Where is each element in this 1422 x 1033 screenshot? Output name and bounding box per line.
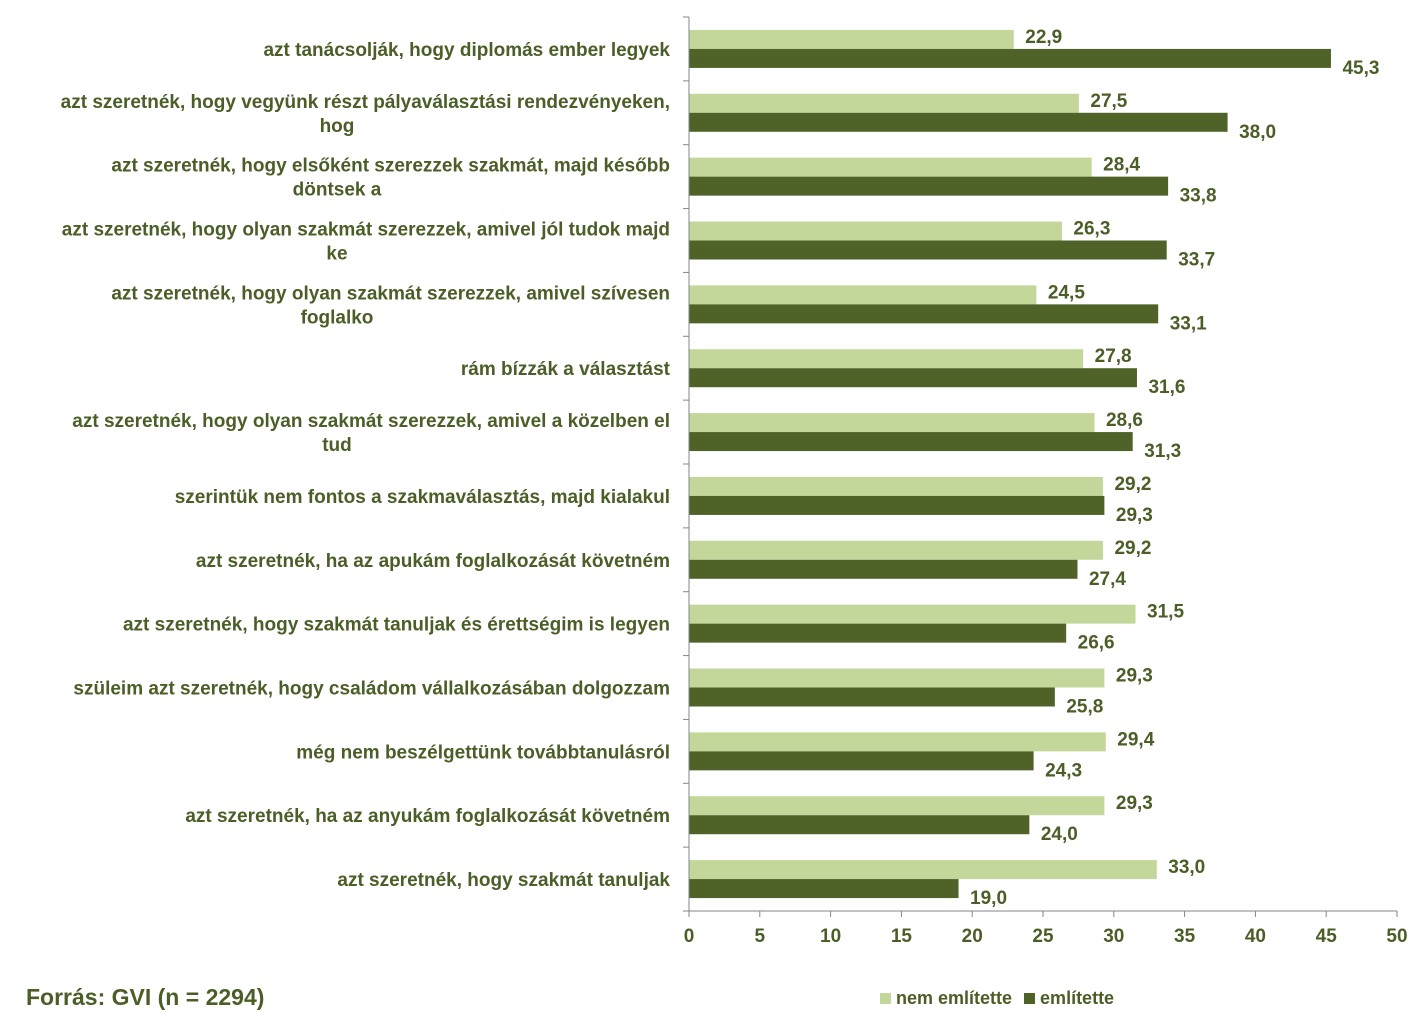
category-label: azt szeretnék, ha az anyukám foglalkozás… (185, 806, 670, 827)
bar-nem-emlitette (689, 604, 1136, 624)
legend-swatch-nem-emlitette (880, 993, 891, 1004)
bar-chart: 0 5 10 15 20 25 30 35 40 45 50 22,9 45,3 azt tanácsol… (61, 16, 1408, 947)
category-label: azt szeretnék, hogy olyan szakmát szerez… (111, 283, 670, 328)
data-label: 24,3 (1045, 760, 1082, 781)
x-tick-label: 35 (1174, 926, 1196, 947)
data-label: 33,8 (1180, 186, 1217, 207)
x-tick-label: 45 (1316, 926, 1338, 947)
data-label: 29,2 (1114, 474, 1151, 495)
data-label: 31,3 (1144, 441, 1181, 462)
data-label: 33,1 (1170, 313, 1207, 334)
category-label: azt szeretnék, hogy olyan szakmát szerez… (72, 411, 670, 456)
bar-emlitette (689, 559, 1078, 579)
bar-emlitette (689, 432, 1133, 452)
x-tick-label: 15 (891, 926, 913, 947)
data-label: 26,3 (1073, 219, 1110, 240)
bar-emlitette (689, 687, 1055, 707)
bar-nem-emlitette (689, 221, 1062, 241)
x-tick-label: 25 (1032, 926, 1054, 947)
x-tick-label: 10 (820, 926, 841, 947)
data-label: 29,4 (1117, 729, 1154, 750)
bar-emlitette (689, 304, 1159, 324)
category-label: azt szeretnék, hogy szakmát tanuljak (337, 870, 670, 891)
data-label: 24,5 (1048, 282, 1085, 303)
data-label: 28,6 (1106, 410, 1143, 431)
category-label: azt szeretnék, ha az apukám foglalkozásá… (196, 551, 670, 572)
x-tick-label: 20 (962, 926, 983, 947)
data-label: 29,2 (1114, 538, 1151, 559)
category-label: azt szeretnék, hogy elsőként szerezzek s… (111, 156, 670, 201)
data-label: 27,8 (1095, 346, 1132, 367)
data-label: 22,9 (1025, 27, 1062, 48)
data-label: 38,0 (1239, 122, 1276, 143)
x-tick-label: 30 (1103, 926, 1124, 947)
data-label: 31,6 (1148, 377, 1185, 398)
labels: 0 5 10 15 20 25 30 35 40 45 50 22,9 45,3 azt tanácsol… (61, 27, 1408, 947)
bar-nem-emlitette (689, 349, 1084, 369)
data-label: 33,7 (1178, 250, 1215, 271)
data-label: 25,8 (1066, 697, 1103, 718)
category-label: szerintük nem fontos a szakmaválasztás, … (175, 487, 670, 508)
legend: nem említette említette (880, 988, 1126, 1009)
category-label: azt szeretnék, hogy vegyünk részt pályav… (61, 92, 670, 137)
bar-emlitette (689, 879, 959, 899)
bar-nem-emlitette (689, 860, 1157, 880)
legend-item-emlitette: említette (1024, 988, 1114, 1009)
x-tick-label: 40 (1245, 926, 1266, 947)
category-label: még nem beszélgettünk továbbtanulásról (296, 742, 670, 763)
bar-nem-emlitette (689, 540, 1103, 560)
data-label: 19,0 (970, 888, 1007, 909)
bar-nem-emlitette (689, 476, 1103, 496)
bar-emlitette (689, 815, 1030, 835)
data-label: 45,3 (1342, 58, 1379, 79)
bar-nem-emlitette (689, 668, 1105, 688)
data-label: 28,4 (1103, 155, 1140, 176)
x-tick-label: 5 (755, 926, 766, 947)
bar-emlitette (689, 112, 1228, 132)
bar-emlitette (689, 48, 1331, 68)
bar-emlitette (689, 495, 1105, 515)
legend-label-nem-emlitette: nem említette (896, 988, 1013, 1008)
bar-emlitette (689, 751, 1034, 771)
bar-nem-emlitette (689, 732, 1106, 752)
data-label: 27,4 (1089, 569, 1126, 590)
source-note: Forrás: GVI (n = 2294) (26, 984, 265, 1010)
bar-nem-emlitette (689, 285, 1037, 305)
data-label: 24,0 (1041, 824, 1078, 845)
x-tick-label: 50 (1386, 926, 1407, 947)
data-label: 29,3 (1116, 666, 1153, 687)
bar-emlitette (689, 623, 1067, 643)
data-label: 27,5 (1090, 91, 1127, 112)
bar-nem-emlitette (689, 93, 1079, 113)
category-label: szüleim azt szeretnék, hogy családom vál… (73, 679, 670, 700)
data-label: 31,5 (1147, 602, 1184, 623)
x-tick-label: 0 (684, 926, 695, 947)
axes (683, 16, 1398, 917)
data-label: 33,0 (1168, 857, 1205, 878)
data-label: 29,3 (1116, 793, 1153, 814)
bars (689, 29, 1331, 899)
legend-swatch-emlitette (1024, 993, 1036, 1004)
bar-emlitette (689, 176, 1169, 196)
legend-label-emlitette: említette (1040, 988, 1115, 1008)
data-label: 26,6 (1078, 633, 1115, 654)
bar-emlitette (689, 240, 1167, 260)
data-label: 29,3 (1116, 505, 1153, 526)
category-label: azt szeretnék, hogy olyan szakmát szerez… (62, 220, 670, 265)
legend-item-nem-emlitette: nem említette (880, 988, 1012, 1009)
bar-nem-emlitette (689, 157, 1092, 177)
category-label: azt tanácsolják, hogy diplomás ember leg… (263, 40, 670, 61)
bar-nem-emlitette (689, 796, 1105, 816)
category-label: azt szeretnék, hogy szakmát tanuljak és … (123, 615, 670, 636)
category-label: rám bízzák a választást (461, 359, 671, 380)
bar-nem-emlitette (689, 413, 1095, 433)
bar-emlitette (689, 368, 1137, 388)
bar-nem-emlitette (689, 29, 1014, 49)
